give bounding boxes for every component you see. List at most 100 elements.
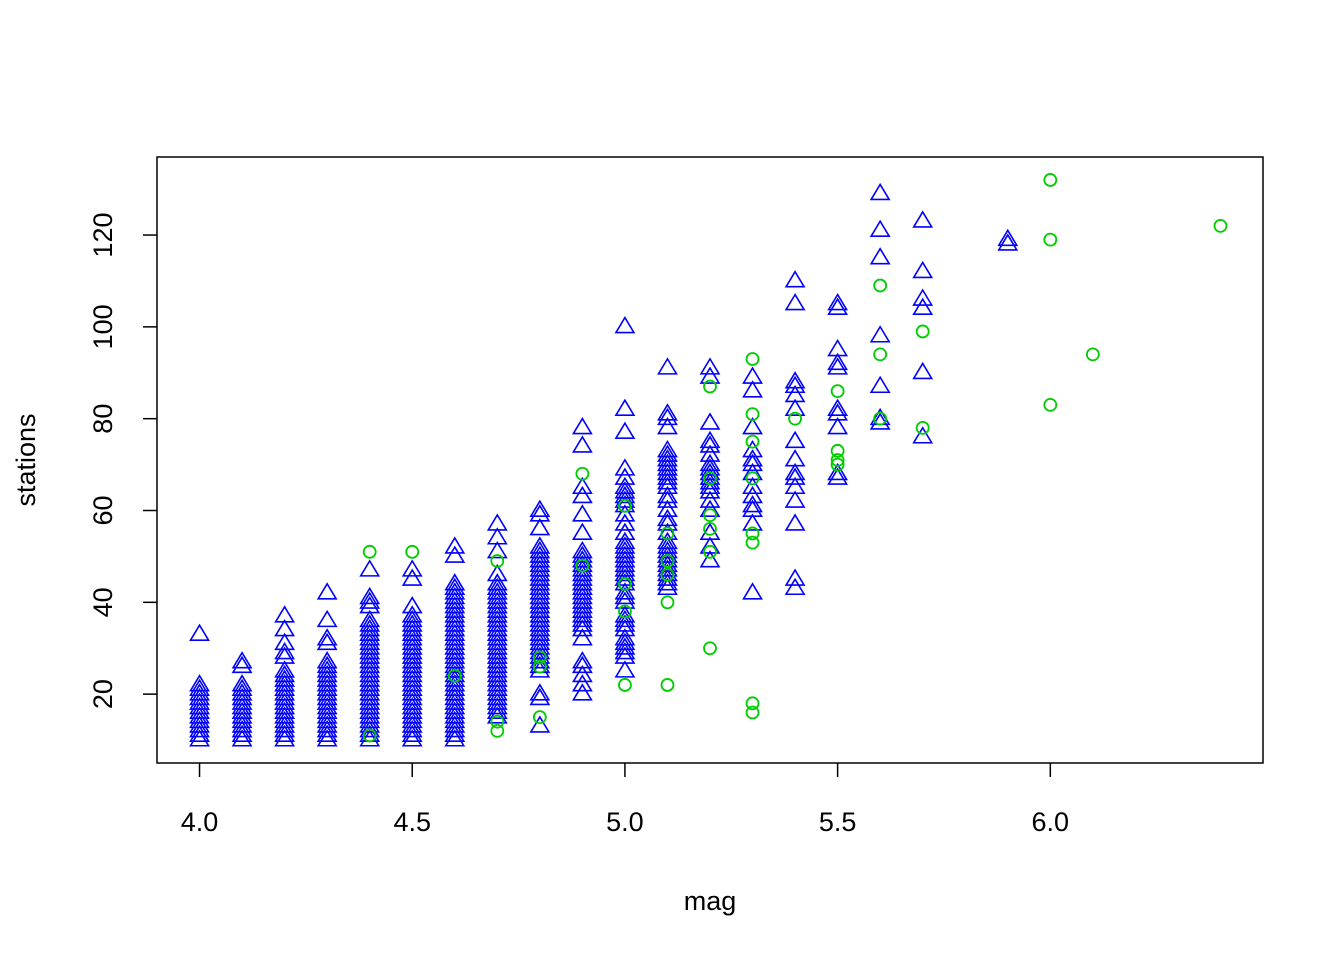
data-point-triangle <box>359 632 381 651</box>
data-point-triangle <box>784 430 806 449</box>
data-point-triangle <box>401 641 423 660</box>
data-point-triangle <box>486 669 508 687</box>
data-point-triangle <box>444 710 466 729</box>
data-point-triangle <box>571 573 593 591</box>
data-point-triangle <box>316 632 338 651</box>
data-point-triangle <box>401 720 423 738</box>
data-point-triangle <box>444 692 466 710</box>
data-point-triangle <box>486 577 508 596</box>
data-point-triangle <box>444 641 466 660</box>
data-point-triangle <box>529 545 551 563</box>
data-point-triangle <box>486 582 508 600</box>
data-point-triangle <box>486 674 508 692</box>
data-point-triangle <box>614 554 636 573</box>
data-point-triangle <box>401 623 423 641</box>
data-point-triangle <box>486 623 508 641</box>
data-point-triangle <box>401 669 423 687</box>
data-point-triangle <box>274 729 296 747</box>
data-point-circle <box>490 723 505 738</box>
data-point-triangle <box>231 651 253 669</box>
data-point-triangle <box>444 545 466 563</box>
data-point-triangle <box>189 687 210 706</box>
data-point-triangle <box>742 439 763 458</box>
data-point-triangle <box>657 577 678 596</box>
data-point-triangle <box>444 596 466 614</box>
data-point-triangle <box>912 361 934 380</box>
data-point-triangle <box>274 720 296 738</box>
data-point-triangle <box>401 697 423 715</box>
data-point-triangle <box>529 623 551 641</box>
data-point-triangle <box>401 614 423 632</box>
data-point-triangle <box>231 683 253 701</box>
data-point-triangle <box>316 628 338 646</box>
data-point-triangle <box>274 692 296 710</box>
data-point-triangle <box>997 233 1019 251</box>
data-point-triangle <box>274 669 296 687</box>
data-point-circle <box>1085 347 1100 362</box>
data-point-triangle <box>444 623 466 641</box>
data-point-triangle <box>657 417 678 435</box>
data-point-triangle <box>486 687 508 706</box>
data-point-triangle <box>657 453 678 472</box>
data-point-triangle <box>444 715 466 733</box>
data-point-circle <box>830 443 845 458</box>
data-point-triangle <box>784 449 806 467</box>
data-point-circle <box>532 710 547 724</box>
data-point-triangle <box>486 609 508 628</box>
data-point-circle <box>703 641 717 656</box>
data-point-triangle <box>657 499 678 518</box>
data-point-triangle <box>401 605 423 623</box>
data-point-triangle <box>401 701 423 720</box>
data-point-triangle <box>316 678 338 697</box>
data-point-triangle <box>316 724 338 742</box>
data-point-triangle <box>571 674 593 692</box>
data-point-triangle <box>444 632 466 651</box>
data-point-triangle <box>444 683 466 701</box>
data-point-triangle <box>359 664 381 683</box>
data-point-triangle <box>486 513 508 531</box>
data-point-triangle <box>189 706 210 724</box>
data-point-triangle <box>316 701 338 720</box>
data-point-triangle <box>784 270 806 288</box>
data-point-triangle <box>231 655 253 674</box>
data-point-triangle <box>657 357 678 375</box>
data-point-triangle <box>657 508 678 527</box>
data-point-triangle <box>316 706 338 724</box>
data-point-triangle <box>359 586 381 605</box>
data-point-triangle <box>657 559 678 577</box>
data-point-triangle <box>486 701 508 720</box>
data-point-circle <box>873 278 888 293</box>
data-point-triangle <box>316 710 338 729</box>
data-point-triangle <box>231 724 253 742</box>
data-point-triangle <box>571 563 593 582</box>
data-point-triangle <box>486 678 508 697</box>
data-point-triangle <box>444 724 466 742</box>
data-point-triangle <box>401 632 423 651</box>
data-point-triangle <box>657 485 678 504</box>
data-point-triangle <box>401 687 423 706</box>
data-point-triangle <box>614 476 636 495</box>
data-point-triangle <box>657 444 678 462</box>
y-tick-label: 120 <box>88 213 118 258</box>
data-point-circle <box>660 678 675 692</box>
data-point-triangle <box>912 210 934 228</box>
data-point-triangle <box>444 729 466 747</box>
data-point-triangle <box>486 596 508 614</box>
data-point-triangle <box>401 710 423 729</box>
data-point-triangle <box>784 568 806 586</box>
data-point-triangle <box>529 596 551 614</box>
data-point-triangle <box>657 439 678 458</box>
data-point-triangle <box>274 687 296 706</box>
data-point-triangle <box>784 371 806 389</box>
data-point-triangle <box>784 476 806 495</box>
data-point-triangle <box>359 623 381 641</box>
data-point-triangle <box>274 641 296 660</box>
data-point-triangle <box>316 609 338 628</box>
data-point-triangle <box>486 660 508 678</box>
data-point-triangle <box>571 591 593 609</box>
data-point-triangle <box>189 701 210 720</box>
data-point-triangle <box>529 628 551 646</box>
data-point-triangle <box>912 426 934 444</box>
data-point-triangle <box>359 715 381 733</box>
